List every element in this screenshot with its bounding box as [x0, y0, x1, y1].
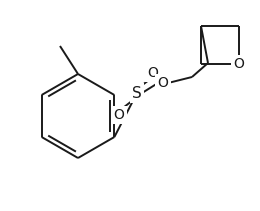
Text: O: O: [148, 66, 158, 80]
Text: O: O: [114, 108, 125, 122]
Text: O: O: [158, 76, 168, 90]
Text: O: O: [233, 57, 244, 71]
Text: S: S: [132, 85, 142, 100]
